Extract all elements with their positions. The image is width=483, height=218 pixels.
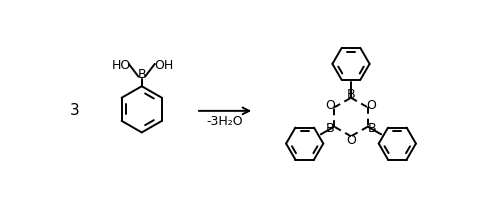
Text: OH: OH (155, 59, 174, 72)
Text: HO: HO (112, 59, 130, 72)
Text: B: B (138, 68, 146, 81)
Text: 3: 3 (70, 103, 79, 118)
Text: B: B (368, 123, 376, 135)
Text: -3H₂O: -3H₂O (207, 115, 243, 128)
Text: O: O (367, 99, 377, 112)
Text: O: O (326, 99, 335, 112)
Text: O: O (346, 134, 356, 147)
Text: B: B (326, 123, 335, 135)
Text: B: B (347, 88, 355, 101)
